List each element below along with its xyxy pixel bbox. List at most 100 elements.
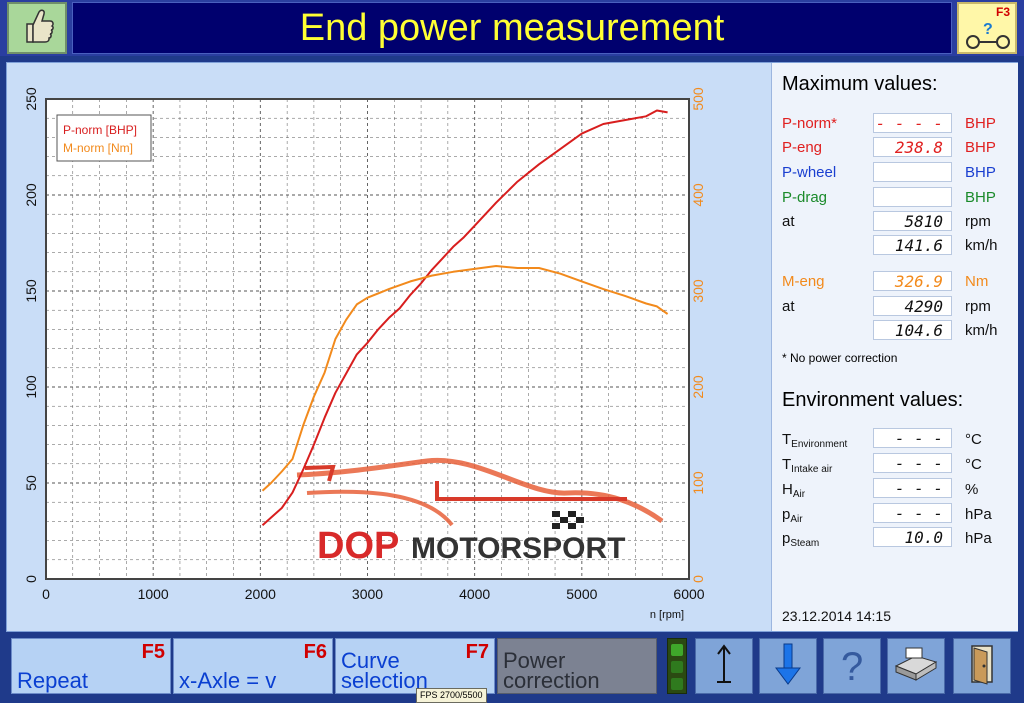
- power-rpm-value: 5810: [873, 211, 952, 231]
- f3-key-label: F3: [995, 5, 1010, 19]
- help-icon: ?: [837, 642, 867, 691]
- y-left-tick-label: 250: [23, 87, 39, 111]
- p-wheel-unit: BHP: [965, 164, 996, 181]
- air-pressure-unit: hPa: [965, 506, 992, 523]
- y-left-tick-label: 0: [23, 575, 39, 583]
- chart-legend: P-norm [BHP] M-norm [Nm]: [56, 114, 152, 162]
- marker-icon: [709, 642, 739, 691]
- exit-door-icon: [967, 642, 997, 691]
- help-button[interactable]: ?: [823, 638, 881, 694]
- steam-pressure-value: 10.0: [873, 527, 952, 547]
- brand-left-text: DOP: [317, 525, 399, 567]
- power-correction-button[interactable]: Power correction: [497, 638, 657, 694]
- series-line-p-norm: [261, 109, 668, 526]
- air-humidity-label: HAir: [782, 481, 806, 500]
- thumbs-up-icon: [19, 6, 55, 51]
- power-rpm-unit: rpm: [965, 213, 991, 230]
- x-tick-label: 3000: [352, 586, 383, 602]
- x-axle-button[interactable]: F6 x-Axle = v: [173, 638, 333, 694]
- f5-key-label: F5: [141, 641, 165, 663]
- x-tick-label: 1000: [138, 586, 169, 602]
- y-right-tick-label: 300: [690, 279, 706, 303]
- power-at-label: at: [782, 213, 795, 230]
- torque-speed-value: 104.6: [873, 320, 952, 340]
- brand-right-text: MOTORSPORT: [411, 532, 625, 565]
- title-bar: End power measurement F3 ?: [0, 0, 1024, 56]
- y-left-tick-label: 50: [23, 475, 39, 491]
- air-humidity-unit: %: [965, 481, 979, 498]
- series-line-m-norm: [261, 265, 669, 492]
- marker-button[interactable]: [695, 638, 753, 694]
- intake-air-temperature-value: - - - -.-: [873, 453, 952, 492]
- p-norm-value: - - - - .: [873, 113, 952, 152]
- p-norm-unit: BHP: [965, 115, 996, 132]
- power-chart: DOP MOTORSPORT 0 1000 2000 3000 4000 5000 6000…: [23, 87, 706, 621]
- y-left-tick-label: 200: [23, 183, 39, 207]
- p-drag-value: [873, 187, 952, 207]
- environment-heading: Environment values:: [782, 389, 964, 411]
- x-tick-label: 5000: [566, 586, 597, 602]
- values-panel: Maximum values: P-norm* - - - - . BHP P-…: [771, 63, 1018, 631]
- p-eng-value: 238.8: [873, 137, 952, 157]
- down-arrow-button[interactable]: [759, 638, 817, 694]
- legend-entry-p-norm: P-norm [BHP]: [63, 123, 137, 137]
- max-values-heading: Maximum values:: [782, 73, 938, 95]
- date-time: 23.12.2014 14:15: [782, 608, 891, 624]
- printer-icon: [892, 644, 940, 689]
- intake-air-temperature-unit: °C: [965, 456, 982, 473]
- steam-pressure-label: pSteam: [782, 530, 820, 549]
- y-right-tick-label: 200: [690, 375, 706, 399]
- env-temperature-label: TEnvironment: [782, 431, 848, 450]
- torque-speed-unit: km/h: [965, 322, 998, 339]
- y-left-tick-label: 100: [23, 375, 39, 399]
- power-correction-note: * No power correction: [782, 351, 898, 365]
- y-left-tick-label: 150: [23, 279, 39, 303]
- help-car-icon: ?: [965, 18, 1011, 55]
- function-bar: F5 Repeat F6 x-Axle = v F7 Curve selectio…: [0, 632, 1024, 702]
- env-temperature-value: - - - -.-: [873, 428, 952, 467]
- x-tick-label: 0: [42, 586, 50, 602]
- x-tick-label: 2000: [245, 586, 276, 602]
- y-right-tick-label: 400: [690, 183, 706, 207]
- print-button[interactable]: [887, 638, 945, 694]
- p-drag-label: P-drag: [782, 189, 828, 206]
- svg-text:?: ?: [841, 645, 863, 686]
- down-arrow-icon: [773, 642, 803, 691]
- thumbs-up-button[interactable]: [7, 2, 67, 54]
- repeat-button[interactable]: F5 Repeat: [11, 638, 171, 694]
- torque-rpm-value: 4290: [873, 296, 952, 316]
- curve-selection-label: Curve selection: [341, 648, 428, 693]
- curve-selection-button[interactable]: F7 Curve selection: [335, 638, 495, 694]
- torque-at-label: at: [782, 298, 795, 315]
- torque-rpm-unit: rpm: [965, 298, 991, 315]
- plot-frame: [45, 98, 690, 580]
- m-eng-label: M-eng: [782, 273, 825, 290]
- power-speed-value: 141.6: [873, 235, 952, 255]
- x-axle-label: x-Axle = v: [179, 668, 277, 693]
- p-drag-unit: BHP: [965, 189, 996, 206]
- help-car-button[interactable]: F3 ?: [957, 2, 1017, 54]
- p-wheel-value: [873, 162, 952, 182]
- power-speed-unit: km/h: [965, 237, 998, 254]
- main-area: DOP MOTORSPORT 0 1000 2000 3000 4000 5000 6000…: [6, 62, 1018, 632]
- p-wheel-label: P-wheel: [782, 164, 837, 181]
- svg-text:?: ?: [983, 21, 993, 38]
- air-pressure-label: pAir: [782, 506, 803, 525]
- exit-button[interactable]: [953, 638, 1011, 694]
- p-norm-label: P-norm*: [782, 115, 838, 132]
- x-tick-label: 6000: [673, 586, 704, 602]
- power-correction-label: Power correction: [503, 648, 600, 693]
- m-eng-unit: Nm: [965, 273, 989, 290]
- fps-counter: FPS 2700/5500: [416, 688, 487, 703]
- f7-key-label: F7: [465, 641, 489, 663]
- f6-key-label: F6: [303, 641, 327, 663]
- repeat-label: Repeat: [17, 668, 88, 693]
- x-axis-label: n [rpm]: [650, 609, 684, 621]
- x-tick-label: 4000: [459, 586, 490, 602]
- title-panel: End power measurement: [72, 2, 952, 54]
- dop-motorsport-watermark: DOP MOTORSPORT: [296, 457, 664, 567]
- legend-entry-m-norm: M-norm [Nm]: [63, 141, 133, 155]
- page-title: End power measurement: [299, 7, 725, 49]
- y-right-tick-label: 0: [690, 575, 706, 583]
- p-eng-label: P-eng: [782, 139, 823, 156]
